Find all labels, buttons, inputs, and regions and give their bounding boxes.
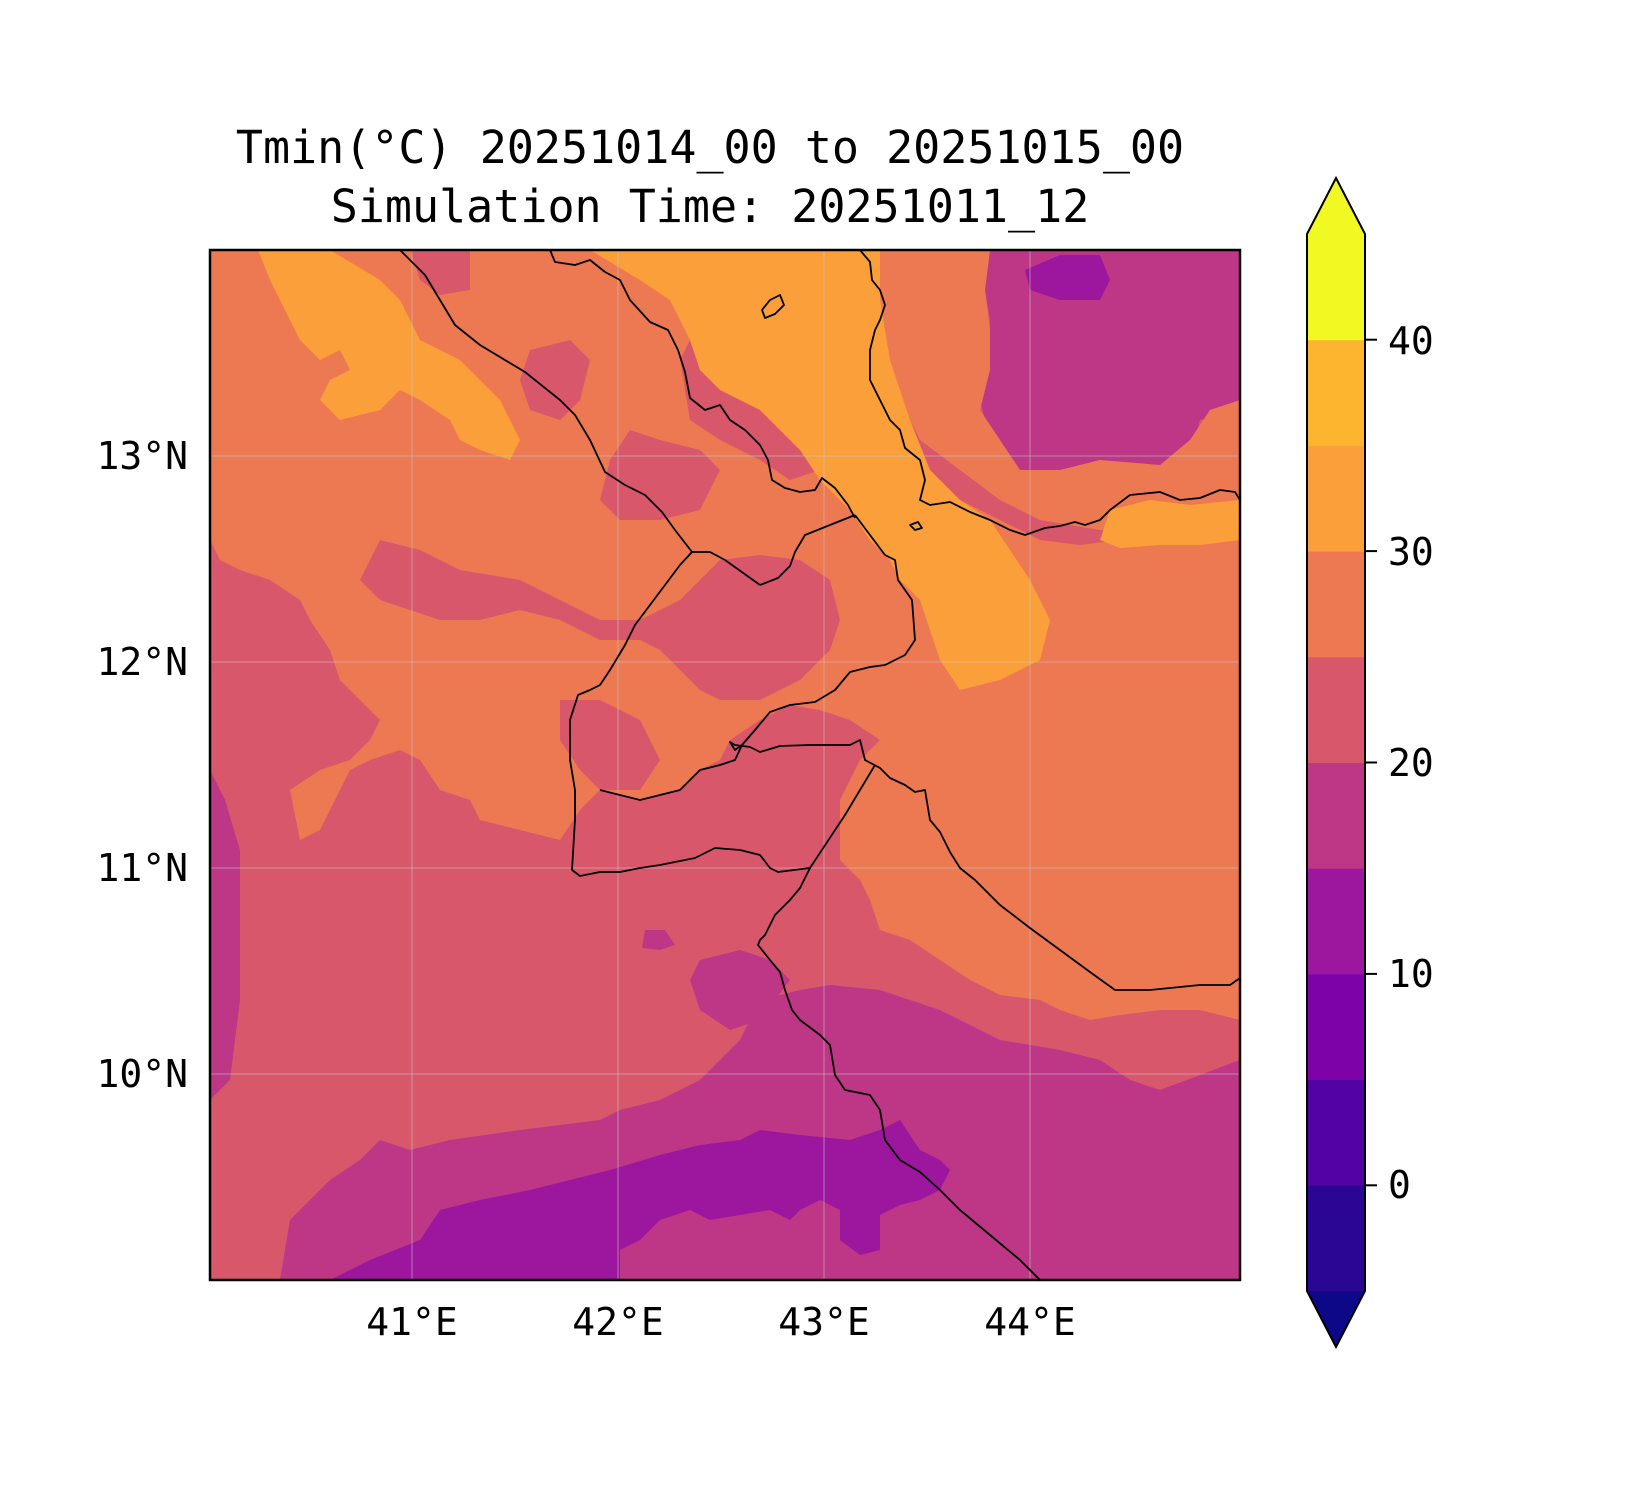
y-tick-label: 13°N	[96, 434, 188, 478]
colorbar	[1306, 175, 1366, 1350]
contour-fill-15-20-center	[690, 950, 790, 1030]
contour-fill-30-35-north	[590, 250, 1050, 690]
colorbar-extend-min	[1307, 1291, 1365, 1347]
gridlines	[210, 250, 1240, 1280]
coastline-red-sea-west	[549, 249, 856, 519]
contour-fill-20-25-patch5	[410, 250, 470, 295]
border-djibouti-somalia	[571, 764, 876, 877]
border-djibouti-ethiopia	[692, 551, 761, 586]
contour-fill-15-20-west	[210, 770, 240, 1100]
colorbar-segment	[1307, 762, 1365, 869]
contour-fill-20-25-patch3	[360, 540, 840, 700]
contour-fill-30-35-gulf	[1100, 500, 1240, 548]
colorbar-extend-max	[1307, 178, 1365, 234]
colorbar-tick-label: 30	[1388, 530, 1434, 574]
y-tick-label: 11°N	[96, 846, 188, 890]
border-eritrea-djibouti	[759, 514, 856, 586]
colorbar-ticks	[1365, 338, 1377, 1187]
x-axis-labels: 41°E 42°E 43°E 44°E	[366, 1300, 1076, 1344]
coastlines-and-borders	[399, 249, 1241, 1281]
colorbar-segment	[1307, 973, 1365, 1081]
contour-fill-20-25-patch4	[560, 700, 660, 790]
contour-fill-25-30-ne-strip	[880, 250, 1240, 530]
x-tick-label: 44°E	[984, 1300, 1076, 1344]
colorbar-segment	[1307, 445, 1365, 552]
colorbar-outline	[1306, 175, 1366, 1350]
y-tick-label: 10°N	[96, 1052, 188, 1096]
chart-subtitle: Simulation Time: 20251011_12	[331, 180, 1090, 233]
map-panel	[210, 250, 1240, 1280]
contour-fill-20-25-patch1	[600, 430, 720, 520]
contour-fill-10-15-south	[330, 1120, 950, 1280]
colorbar-segment	[1307, 234, 1365, 341]
contour-fill-10-15-northeast	[1025, 255, 1110, 300]
colorbar-labels: 40 30 20 10 0	[1388, 319, 1434, 1207]
chart-title: Tmin(°C) 20251014_00 to 20251015_00	[236, 121, 1184, 174]
colorbar-segment	[1307, 551, 1365, 658]
colorbar-tick-label: 20	[1388, 741, 1434, 785]
coastline-djibouti-gulf	[729, 514, 1241, 991]
y-tick-label: 12°N	[96, 640, 188, 684]
island-perim	[909, 521, 923, 531]
x-tick-label: 43°E	[778, 1300, 870, 1344]
colorbar-segment	[1307, 868, 1365, 975]
border-ethiopia-djibouti-south	[599, 744, 743, 801]
colorbar-segment	[1307, 1185, 1365, 1292]
x-tick-label: 41°E	[366, 1300, 458, 1344]
coastline-yemen	[859, 249, 1241, 536]
contour-fill-15-20-northeast	[980, 250, 1240, 480]
colorbar-tick-label: 10	[1388, 952, 1434, 996]
contour-fill-30-35-west	[258, 250, 520, 460]
colorbar-segment	[1307, 339, 1365, 446]
border-ethiopia-east	[569, 551, 693, 871]
border-ethiopia-somalia	[757, 867, 1041, 1281]
colorbar-tick-label: 40	[1388, 319, 1434, 363]
island-red-sea	[761, 294, 785, 319]
colorbar-tick-label: 0	[1388, 1163, 1411, 1207]
contour-fill-20-25-patch2	[520, 340, 590, 420]
map-frame	[208, 248, 1242, 1282]
border-eritrea-ethiopia	[399, 249, 693, 553]
colorbar-segment	[1307, 656, 1365, 763]
colorbar-segment	[1307, 1079, 1365, 1186]
x-tick-label: 42°E	[572, 1300, 664, 1344]
y-axis-labels: 13°N 12°N 11°N 10°N	[96, 434, 188, 1096]
contour-fill-15-20-dot1	[642, 930, 675, 950]
